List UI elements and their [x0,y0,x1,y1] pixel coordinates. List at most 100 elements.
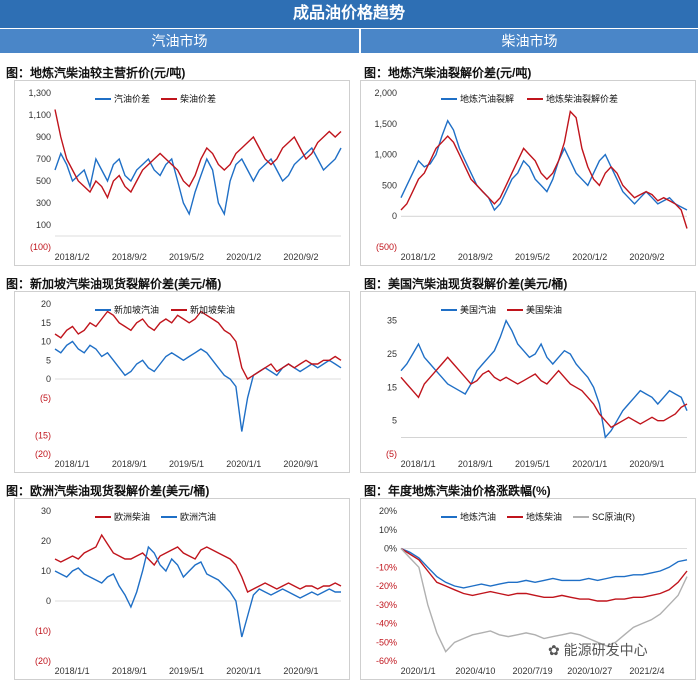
series-line-red [400,547,688,602]
y-tick-label: (5) [386,449,397,459]
y-tick-label: 0 [392,211,397,221]
y-tick-label: -10% [376,562,397,572]
y-tick-label: 15 [41,318,51,328]
y-tick-label: 20% [379,506,397,516]
y-tick-label: 1,500 [374,119,397,129]
y-tick-label: 1,000 [374,150,397,160]
legend-label: 地炼汽油 [460,511,496,522]
y-tick-label: 5 [46,355,51,365]
y-tick-label: 500 [382,180,397,190]
x-tick-label: 2019/5/2 [169,252,204,262]
x-tick-label: 2018/1/2 [55,252,90,262]
y-tick-label: 5 [392,416,397,426]
y-tick-label: 30 [41,506,51,516]
chart-title-p3: 图：新加坡汽柴油现货裂解价差(美元/桶) [6,277,222,291]
y-tick-label: (500) [376,242,397,252]
x-tick-label: 2020/7/19 [513,666,553,676]
x-tick-label: 2020/9/2 [629,252,664,262]
x-tick-label: 2021/2/4 [629,666,664,676]
chart-p6: 20% 10% 0% -10% -20% -30% -40% -50% -60% 2020/1/1… [376,506,688,676]
series-line-red [54,109,342,200]
x-tick-label: 2020/4/10 [455,666,495,676]
x-tick-label: 2018/9/2 [458,252,493,262]
y-tick-label: (20) [35,449,51,459]
legend-label: 地炼柴油 [526,511,562,522]
x-tick-label: 2020/1/2 [572,252,607,262]
legend-label: SC原油(R) [592,511,635,522]
x-tick-label: 2020/1/1 [226,459,261,469]
x-tick-label: 2018/1/1 [55,666,90,676]
y-tick-label: -20% [376,581,397,591]
legend-label: 欧洲柴油 [114,511,150,522]
y-tick-label: 10 [41,566,51,576]
x-tick-label: 2018/9/1 [458,459,493,469]
chart-p2: 2,000 1,500 1,000 500 0 (500) 2018/1/2 2018/9/2… [374,88,688,262]
y-tick-label: 1,300 [28,88,51,98]
x-tick-label: 2020/1/2 [226,252,261,262]
y-tick-label: 500 [36,176,51,186]
gasoline-market-header: 汽油市场 [0,29,359,53]
chart-p1: 1,300 1,100 900 700 500 300 100 (100) 2018/1/2 20… [28,88,342,262]
y-tick-label: -40% [376,619,397,629]
y-tick-label: 300 [36,198,51,208]
legend-label: 美国汽油 [460,304,496,315]
series-line-red [54,310,342,381]
x-tick-label: 2018/1/1 [401,459,436,469]
x-tick-label: 2020/1/1 [572,459,607,469]
y-tick-label: 0% [384,544,397,554]
x-tick-label: 2020/10/27 [567,666,612,676]
series-line-blue [54,545,341,638]
legend-label: 汽油价差 [114,93,150,104]
diesel-market-header: 柴油市场 [361,29,698,53]
y-tick-label: 0 [46,596,51,606]
chart-p4: 35 25 15 5 (5) 2018/1/1 2018/9/1 2019/5/1 2020/1… [386,304,688,469]
chart-p5: 30 20 10 0 (10) (20) 2018/1/1 2018/9/1 2019/5/1 2… [35,506,342,676]
y-tick-label: 10 [41,337,51,347]
y-tick-label: (10) [35,626,51,636]
series-line-red [54,533,342,593]
y-tick-label: (5) [40,393,51,403]
y-tick-label: 10% [379,525,397,535]
chart-panel-p3: 20 15 10 5 0 (5) (15) (20) 2018/1/1 2018/9/1 2019/… [14,291,350,473]
x-tick-label: 2018/9/2 [112,252,147,262]
x-tick-label: 2018/1/2 [401,252,436,262]
legend-label: 地炼汽油裂解 [460,93,514,104]
y-tick-label: (100) [30,242,51,252]
series-line-red [400,110,688,229]
series-line-blue [400,319,688,439]
legend-label: 美国柴油 [526,304,562,315]
watermark: ✿ 能源研发中心 [548,640,648,660]
y-tick-label: 900 [36,132,51,142]
x-tick-label: 2020/9/1 [283,459,318,469]
legend-label: 新加坡汽油 [114,304,159,315]
x-tick-label: 2019/5/1 [515,459,550,469]
chart-title-p5: 图：欧洲汽柴油现货裂解价差(美元/桶) [6,484,210,498]
legend-label: 欧洲汽油 [180,511,216,522]
series-line-gray [400,548,688,653]
legend-label: 柴油价差 [180,93,216,104]
y-tick-label: 20 [41,536,51,546]
y-tick-label: 20 [41,299,51,309]
y-tick-label: -30% [376,600,397,610]
y-tick-label: (20) [35,656,51,666]
y-tick-label: 100 [36,220,51,230]
x-tick-label: 2019/5/1 [169,666,204,676]
x-tick-label: 2020/1/1 [226,666,261,676]
legend-label: 新加坡柴油 [190,304,235,315]
x-tick-label: 2020/9/1 [283,666,318,676]
x-tick-label: 2019/5/2 [515,252,550,262]
chart-title-p2: 图：地炼汽柴油裂解价差(元/吨) [364,66,532,80]
y-tick-label: 1,100 [28,110,51,120]
legend-label: 地炼柴油裂解价差 [546,93,618,104]
series-line-blue [400,119,688,212]
y-tick-label: 0 [46,374,51,384]
chart-title-p6: 图：年度地炼汽柴油价格涨跌幅(%) [364,484,551,498]
y-tick-label: 35 [387,316,397,326]
chart-panel-p4: 35 25 15 5 (5) 2018/1/1 2018/9/1 2019/5/1 2020/1… [360,291,696,473]
x-tick-label: 2018/9/1 [112,459,147,469]
chart-title-p4: 图：美国汽柴油现货裂解价差(美元/桶) [364,277,568,291]
wechat-icon: ✿ [548,642,564,658]
x-tick-label: 2018/1/1 [55,459,90,469]
chart-panel-p1: 1,300 1,100 900 700 500 300 100 (100) 2018/1/2 20… [14,80,350,266]
y-tick-label: 25 [387,349,397,359]
